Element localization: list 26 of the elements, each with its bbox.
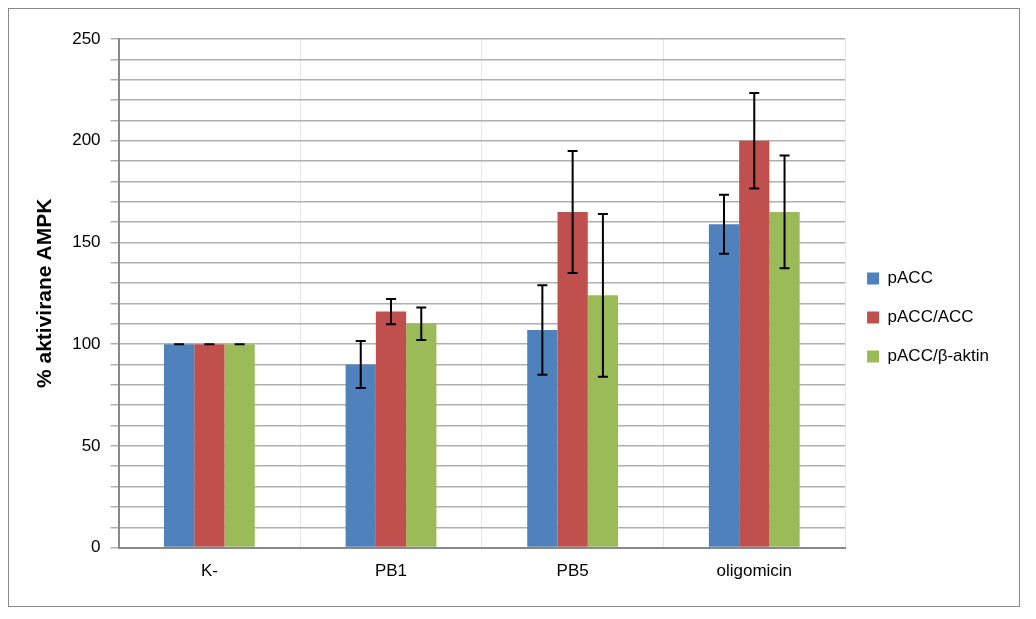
bar [194,344,225,547]
legend-label: pACC/β-aktin [887,346,989,366]
bar [769,211,800,547]
y-tick-label: 250 [72,28,101,48]
bar [224,344,255,547]
y-tick-label: 0 [91,537,101,557]
bar [163,344,195,547]
y-tick-label: 100 [72,333,101,353]
bar [708,224,740,547]
bar [557,211,588,547]
legend-label: pACC [887,268,933,288]
y-axis-title: % aktivirane AMPK [32,198,56,389]
bar [739,140,770,547]
y-tick-label: 150 [72,232,101,252]
bar [527,329,558,547]
legend-label: pACC/ACC [887,307,974,327]
x-tick-label: K- [200,561,218,581]
bar [345,364,376,547]
y-tick-label: 50 [81,435,101,455]
x-tick-label: PB5 [556,561,589,581]
x-tick-label: oligomicin [716,561,793,581]
bar [406,323,437,547]
bar [375,311,407,547]
bar [587,295,619,547]
y-tick-label: 200 [72,130,101,150]
x-tick-label: PB1 [374,561,408,581]
